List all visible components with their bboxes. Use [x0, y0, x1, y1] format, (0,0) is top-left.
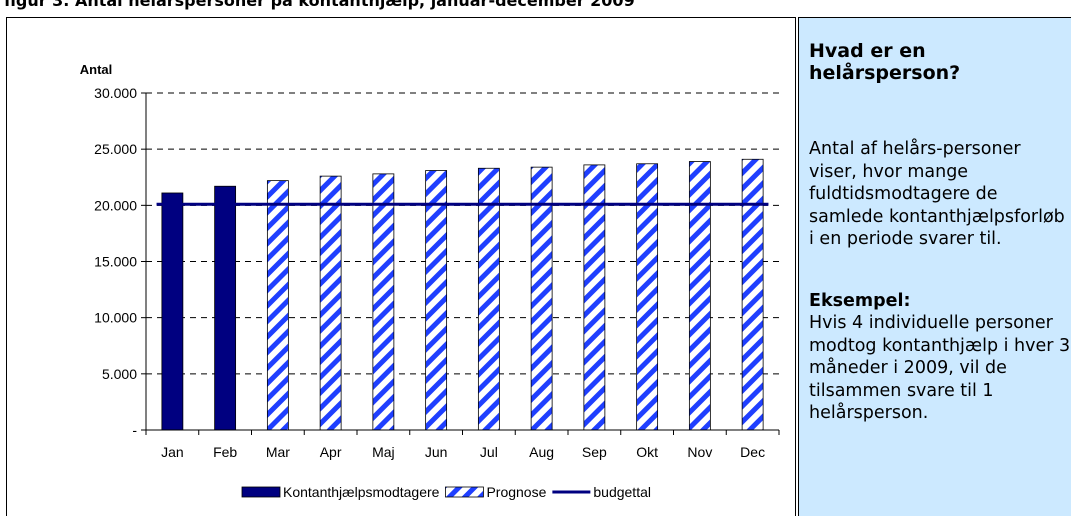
bar-kontanthjælpsmodtagere-feb: [214, 185, 237, 431]
x-tick-label: Jan: [161, 444, 184, 460]
y-tick-label: 20.000: [94, 197, 137, 213]
info-example-heading: Eksempel:: [809, 291, 911, 311]
x-tick-label: Feb: [213, 444, 237, 460]
bar-prognose-aug: [530, 166, 553, 431]
info-body: Antal af helårs-personer viser, hvor man…: [809, 139, 1065, 249]
y-tick-label: 5.000: [102, 366, 137, 382]
legend-label-budgettal: budgettal: [593, 484, 651, 500]
bar-prognose-maj: [372, 173, 395, 431]
y-axis-title: Antal: [80, 62, 113, 77]
x-tick-label: Aug: [529, 444, 554, 460]
x-tick-label: Apr: [320, 444, 342, 460]
bar-kontanthjælpsmodtagere-jan: [161, 192, 184, 431]
x-tick-label: Dec: [740, 444, 765, 460]
legend-swatch-prognose: [445, 486, 484, 498]
chart-frame: - 5.000 10.000 15.000 20.000 25.000 30.000 Anta…: [6, 17, 796, 516]
y-tick-label: -: [132, 422, 137, 438]
legend-swatch-kontanthjælpsmodtagere: [241, 486, 281, 498]
y-tick-label: 10.000: [94, 310, 137, 326]
bar-chart: - 5.000 10.000 15.000 20.000 25.000 30.000 Anta…: [80, 62, 780, 500]
y-tick-label: 30.000: [94, 85, 137, 101]
legend-label-kontanthjælpsmodtagere: Kontanthjælpsmodtagere: [283, 484, 440, 500]
bar-prognose-dec: [741, 158, 764, 431]
info-panel: Hvad er en helårsperson? Antal af helårs…: [798, 17, 1071, 516]
x-tick-label: Maj: [372, 444, 395, 460]
x-tick-label: Sep: [582, 444, 607, 460]
x-tick-label: Jun: [425, 444, 448, 460]
x-tick-label: Jul: [480, 444, 498, 460]
x-tick-label: Mar: [266, 444, 290, 460]
legend-label-prognose: Prognose: [486, 484, 546, 500]
info-title: Hvad er en helårsperson?: [809, 40, 961, 84]
bar-prognose-nov: [688, 161, 711, 431]
info-example-body: Hvis 4 individuelle personer modtog kont…: [809, 313, 1071, 423]
figure-caption: figur 3. Antal helårspersoner på kontant…: [4, 0, 635, 10]
bar-prognose-jun: [425, 170, 448, 431]
figure-caption-strip: figur 3. Antal helårspersoner på kontant…: [0, 0, 1071, 18]
y-tick-label: 15.000: [94, 254, 137, 270]
x-tick-label: Nov: [687, 444, 712, 460]
bar-prognose-jul: [477, 167, 500, 431]
y-tick-label: 25.000: [94, 141, 137, 157]
x-tick-label: Okt: [636, 444, 658, 460]
bar-prognose-apr: [319, 175, 342, 431]
bar-prognose-mar: [266, 180, 289, 431]
